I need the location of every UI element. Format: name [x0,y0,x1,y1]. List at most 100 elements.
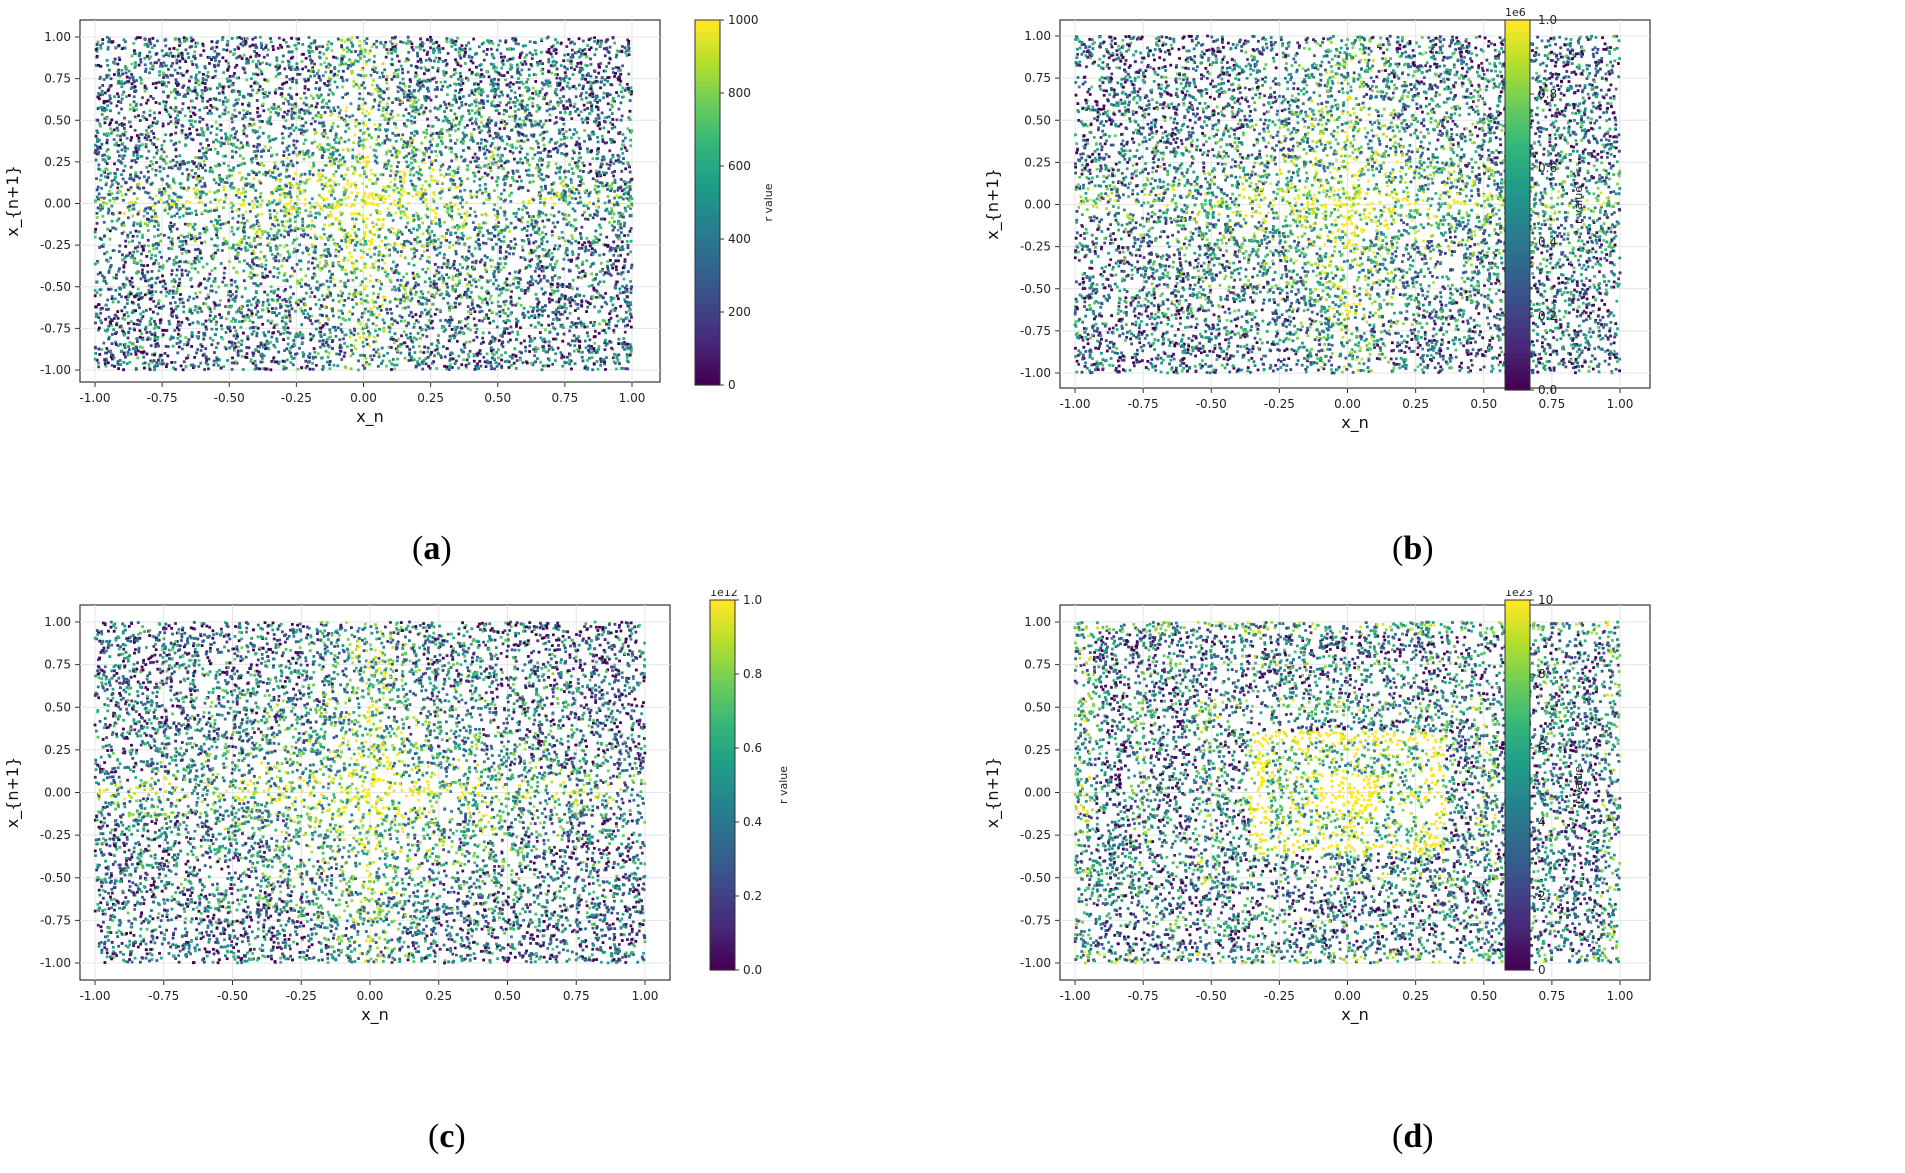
scatter-point [514,42,518,45]
scatter-point [499,262,503,266]
scatter-point [334,135,338,139]
scatter-point [169,335,173,339]
scatter-point [451,278,455,281]
scatter-point [463,188,467,192]
scatter-point [256,115,260,118]
scatter-points [93,35,634,372]
scatter-point [556,289,560,293]
scatter-point [435,85,439,89]
scatter-point [235,310,238,314]
scatter-point [576,61,580,65]
scatter-point [552,49,556,53]
scatter-point [399,194,403,198]
scatter-point [579,321,583,325]
scatter-point [435,286,439,290]
scatter-point [155,61,158,64]
scatter-point [589,63,593,66]
scatter-point [427,364,431,368]
scatter-point [131,85,135,89]
scatter-point [535,266,538,270]
scatter-point [583,325,587,329]
scatter-point [150,296,154,300]
scatter-point [171,336,175,340]
scatter-point [612,360,616,364]
scatter-point [520,351,523,355]
scatter-point [293,215,297,219]
scatter-point [160,147,164,151]
scatter-point [372,354,376,358]
scatter-point [400,231,403,234]
scatter-point [410,46,414,49]
scatter-point [325,48,329,52]
scatter-point [395,233,399,237]
scatter-point [454,171,458,175]
scatter-point [112,317,116,320]
scatter-point [327,148,331,152]
scatter-point [134,146,138,150]
scatter-point [133,66,137,69]
scatter-point [150,333,154,336]
scatter-point [172,285,176,289]
scatter-point [615,53,619,57]
scatter-point [563,310,567,314]
scatter-point [101,245,105,249]
scatter-point [418,357,421,360]
scatter-point [156,120,159,124]
scatter-point [457,77,460,81]
scatter-point [198,196,202,200]
scatter-point [288,319,292,323]
scatter-point [511,330,514,334]
scatter-point [566,202,570,206]
scatter-point [379,95,383,99]
scatter-point [587,171,591,175]
scatter-point [351,114,355,118]
scatter-point [401,67,404,71]
scatter-point [599,165,603,169]
scatter-point [442,279,445,283]
scatter-point [490,161,494,165]
scatter-point [466,322,470,326]
scatter-point [387,211,391,215]
scatter-point [285,219,289,223]
scatter-point [188,119,192,123]
scatter-point [239,163,243,167]
scatter-point [467,245,471,249]
scatter-point [492,319,495,323]
scatter-point [445,265,449,269]
scatter-point [122,169,126,173]
scatter-point [298,183,301,187]
scatter-point [602,243,606,247]
scatter-point [574,322,578,325]
scatter-point [571,157,574,160]
scatter-point [164,287,168,291]
scatter-point [429,40,433,43]
scatter-point [350,71,354,75]
scatter-point [233,65,237,69]
scatter-point [143,63,147,67]
scatter-point [325,102,328,105]
scatter-point [505,83,509,87]
scatter-point [626,323,630,327]
scatter-point [239,141,243,145]
scatter-point [272,257,276,260]
scatter-point [272,234,276,238]
scatter-point [410,297,414,301]
scatter-point [162,187,166,191]
scatter-point [536,347,540,351]
scatter-point [123,305,127,309]
scatter-point [405,160,409,164]
scatter-point [193,267,197,271]
scatter-point [254,215,258,218]
scatter-point [520,238,524,242]
scatter-point [187,160,191,164]
scatter-point [236,286,240,290]
scatter-point [453,362,457,366]
scatter-point [99,311,103,315]
scatter-point [619,222,622,226]
scatter-point [218,299,222,303]
scatter-point [129,173,132,177]
scatter-point [509,106,513,110]
scatter-point [249,358,253,361]
scatter-point [125,362,129,366]
scatter-point [472,93,476,96]
